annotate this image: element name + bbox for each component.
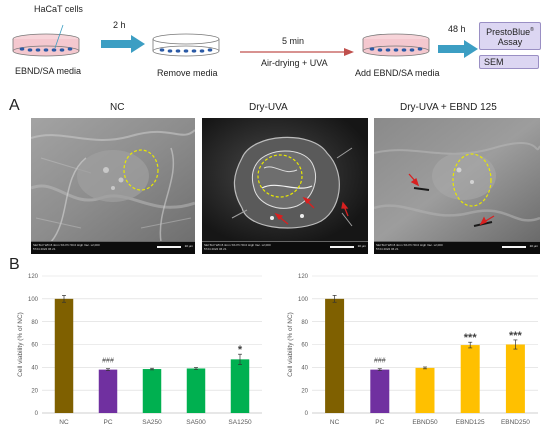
x-category-label: PC bbox=[103, 419, 112, 426]
x-category-label: EBND125 bbox=[456, 419, 485, 426]
y-tick-label: 40 bbox=[31, 366, 38, 372]
y-tick-label: 60 bbox=[31, 343, 38, 349]
nucleus-highlight-circle bbox=[123, 149, 159, 191]
y-tick-label: 20 bbox=[301, 388, 308, 394]
step2-time: 5 min bbox=[282, 36, 305, 46]
y-tick-label: 120 bbox=[298, 274, 309, 280]
chart-ebnd: 0 20 40 60 80 100 120 Cell viability (% of NC) N… bbox=[287, 274, 538, 426]
bar-pc bbox=[98, 369, 118, 413]
y-tick-label: 80 bbox=[301, 320, 308, 326]
panel-a-letter: A bbox=[9, 97, 20, 114]
air-drying-uva-label: Air-drying + UVA bbox=[261, 58, 328, 68]
scale-bar bbox=[330, 246, 354, 248]
culture-dish-empty bbox=[152, 33, 220, 57]
step1-time: 2 h bbox=[113, 20, 126, 30]
significance-marker: * bbox=[238, 344, 243, 356]
nucleus-highlight-circle bbox=[452, 153, 492, 207]
sem-info-bar: SEI 5kV WD 8.4mm SS PC 50.0 High Vac. x2… bbox=[374, 241, 540, 254]
sem-image-dry-uva: SEI 5kV WD 8.4mm SS PC 50.0 High Vac. x2… bbox=[202, 118, 368, 254]
y-tick-label: 20 bbox=[31, 388, 38, 394]
media-label: EBND/SA media bbox=[15, 66, 82, 76]
y-axis-label: Cell viability (% of NC) bbox=[17, 312, 24, 377]
y-tick-label: 0 bbox=[35, 411, 39, 417]
scale-bar bbox=[502, 246, 526, 248]
x-category-label: SA1250 bbox=[228, 419, 252, 426]
significance-marker: ### bbox=[374, 358, 386, 365]
step4-time: 48 h bbox=[448, 24, 466, 34]
air-dry-arrow bbox=[240, 48, 354, 56]
prestoblue-assay-box: PrestoBlue® Assay bbox=[479, 22, 541, 50]
prestoblue-label: PrestoBlue bbox=[486, 27, 531, 37]
bar-sa1250 bbox=[230, 359, 250, 413]
y-axis-label: Cell viability (% of NC) bbox=[287, 312, 294, 377]
bar-ebnd125 bbox=[460, 345, 480, 413]
step1-arrow bbox=[101, 35, 145, 53]
sem-info-bar: SEI 5kV WD 8.4mm SS PC 50.0 High Vac. x2… bbox=[31, 241, 195, 254]
sem-image-nc: SEI 5kV WD 8.4mm SS PC 50.0 High Vac. x2… bbox=[31, 118, 195, 254]
culture-dish-refilled bbox=[362, 33, 430, 57]
bar-ebnd250 bbox=[505, 344, 525, 413]
significance-marker: *** bbox=[464, 332, 478, 344]
y-tick-label: 0 bbox=[305, 411, 309, 417]
step4-arrow bbox=[438, 40, 478, 58]
damage-arrows bbox=[408, 173, 495, 226]
significance-marker: *** bbox=[509, 330, 523, 342]
bar-pc bbox=[370, 369, 390, 413]
chart-sa: 0 20 40 60 80 100 120 Cell viability (% of NC) N… bbox=[17, 274, 262, 426]
culture-dish-with-media bbox=[12, 24, 80, 57]
hacat-cells-label: HaCaT cells bbox=[34, 4, 83, 14]
x-category-label: NC bbox=[59, 419, 69, 426]
x-category-label: NC bbox=[330, 419, 340, 426]
sem-box: SEM bbox=[479, 55, 539, 69]
bar-sa500 bbox=[186, 368, 206, 413]
nucleus-highlight-circle bbox=[257, 154, 303, 198]
x-category-label: SA250 bbox=[142, 419, 162, 426]
x-category-label: PC bbox=[375, 419, 384, 426]
y-tick-label: 80 bbox=[31, 320, 38, 326]
add-media-label: Add EBND/SA media bbox=[355, 68, 440, 78]
image-title-dry-uva-ebnd125: Dry-UVA + EBND 125 bbox=[400, 102, 497, 113]
x-category-label: EBND50 bbox=[412, 419, 438, 426]
significance-marker: ### bbox=[102, 358, 114, 365]
sem-info-bar: SEI 5kV WD 8.4mm SS PC 50.0 High Vac. x2… bbox=[202, 241, 368, 254]
x-category-label: EBND250 bbox=[501, 419, 530, 426]
remove-media-label: Remove media bbox=[157, 68, 218, 78]
y-tick-label: 40 bbox=[301, 366, 308, 372]
bar-nc bbox=[325, 298, 345, 413]
image-title-nc: NC bbox=[110, 102, 125, 113]
scale-bar bbox=[157, 246, 181, 248]
y-tick-label: 100 bbox=[28, 297, 39, 303]
bar-sa250 bbox=[142, 369, 162, 413]
sem-image-dry-uva-ebnd125: SEI 5kV WD 8.4mm SS PC 50.0 High Vac. x2… bbox=[374, 118, 540, 254]
x-category-label: SA500 bbox=[186, 419, 206, 426]
y-tick-label: 120 bbox=[28, 274, 39, 280]
cell-dots bbox=[19, 47, 73, 52]
y-tick-label: 60 bbox=[301, 343, 308, 349]
damage-arrows bbox=[274, 196, 349, 225]
registered-mark: ® bbox=[530, 27, 534, 33]
bar-nc bbox=[54, 298, 74, 413]
assay-label: Assay bbox=[497, 37, 523, 47]
panel-b-letter: B bbox=[9, 256, 20, 273]
y-tick-label: 100 bbox=[298, 297, 309, 303]
bar-ebnd50 bbox=[415, 367, 435, 413]
image-title-dry-uva: Dry-UVA bbox=[249, 102, 288, 113]
